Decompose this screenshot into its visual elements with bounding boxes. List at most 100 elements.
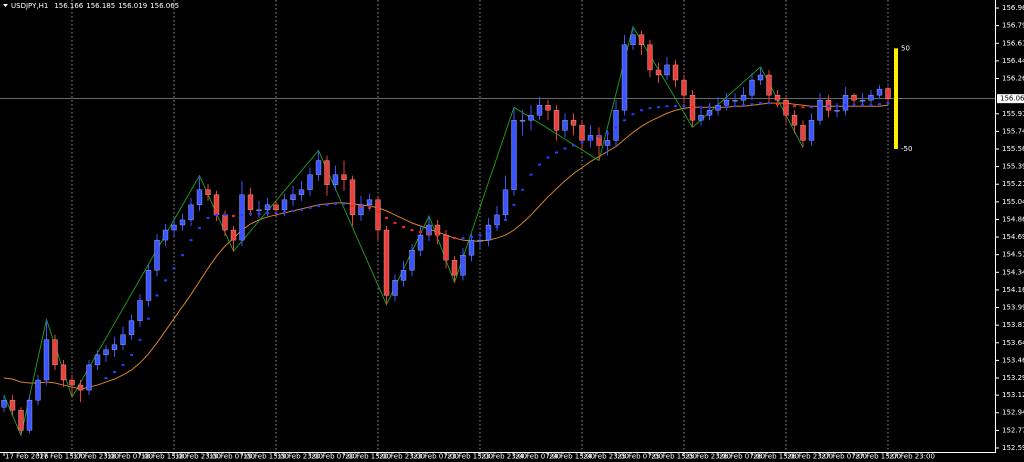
y-tick-label: 156.790 (1002, 22, 1024, 30)
candle-body (375, 199, 381, 231)
candle-body (885, 88, 891, 99)
candle-body (222, 214, 228, 231)
candle-body (570, 120, 577, 126)
candle-body (434, 224, 441, 236)
chart-title: USDJPY,H1 (11, 2, 48, 10)
fast-ma-dot (852, 104, 856, 107)
x-tick-label: 24 Feb 15:00 (549, 453, 595, 461)
fast-ma-dot (470, 236, 473, 239)
fast-ma-dot (733, 105, 737, 108)
fast-ma-dot (232, 214, 235, 217)
y-tick-label: 156.615 (1002, 39, 1024, 47)
candle-body (43, 339, 50, 381)
candle-body (196, 189, 203, 206)
candle-body (859, 100, 866, 102)
candle-body (808, 120, 815, 141)
fast-ma-dot (665, 105, 669, 108)
current-price-tag (997, 94, 1024, 104)
fast-ma-dot (172, 267, 176, 270)
y-tick-label: 156.440 (1002, 57, 1024, 65)
candle-body (706, 110, 713, 116)
x-tick-label: 23 Feb 07:00 (413, 453, 459, 461)
fast-ma-dot (393, 221, 397, 224)
candle-body (315, 160, 322, 175)
fast-ma-dot (563, 147, 567, 150)
fast-ma-dot (419, 231, 422, 234)
fast-ma-dot (317, 204, 320, 207)
candle-body (417, 234, 424, 251)
fast-ma-dot (104, 377, 108, 380)
candle-body (630, 34, 636, 45)
candle-body (77, 384, 84, 391)
candle-body (26, 400, 33, 431)
y-tick-label: 155.215 (1002, 180, 1024, 188)
pip-range-label: 50 (901, 44, 910, 52)
candle-body (825, 100, 832, 111)
candle-body (851, 94, 857, 101)
candle-body (366, 199, 373, 206)
candle-body (69, 379, 75, 386)
title-ohlc-value: 156.065 (150, 2, 179, 10)
fast-ma-dot (308, 206, 312, 209)
y-tick-label: 155.040 (1002, 198, 1024, 206)
menu-triangle[interactable] (3, 4, 8, 7)
fast-ma-dot (818, 105, 822, 108)
y-tick-label: 155.740 (1002, 127, 1024, 135)
y-tick-label: 154.865 (1002, 215, 1024, 223)
candle-body (868, 94, 874, 101)
x-tick-label: 25 Feb 15:00 (651, 453, 697, 461)
candle-body (519, 120, 526, 122)
x-tick-label: 23 Feb 23:00 (481, 453, 527, 461)
fast-ma-dot (640, 109, 643, 112)
candle-body (647, 44, 653, 71)
fast-ma-dot (257, 212, 261, 215)
fast-ma-dot (215, 213, 218, 216)
candle-body (111, 344, 118, 350)
candle-body (621, 44, 628, 111)
y-tick-label: 154.165 (1002, 286, 1024, 294)
candle-body (681, 79, 687, 96)
fast-ma-dot (121, 363, 125, 366)
overlay-layer: 50 -50 (104, 44, 912, 380)
fast-ma-dot (810, 106, 813, 109)
candle-body (120, 334, 126, 345)
fast-ma-dot (402, 226, 405, 229)
candle-body (749, 79, 755, 96)
candle-body (834, 110, 840, 112)
title-ohlc-value: 156.019 (118, 2, 147, 10)
x-tick-label: 24 Feb 23:00 (583, 453, 629, 461)
candle-body (9, 400, 16, 411)
candle-body (179, 219, 186, 226)
candle-body (349, 179, 356, 216)
fast-ma-dot (495, 226, 499, 229)
x-tick-label: 26 Feb 23:00 (787, 453, 833, 461)
fast-ma-dot (648, 107, 652, 110)
x-tick-label: 27 Feb 15:00 (855, 453, 901, 461)
x-tick-label: 18 Feb 07:00 (107, 453, 153, 461)
fast-ma-dot (886, 102, 890, 105)
x-tick-label: 24 Feb 07:00 (515, 453, 561, 461)
candle-body (290, 194, 296, 200)
title-ohlc-value: 156.166 (54, 2, 83, 10)
candle-body (791, 115, 798, 126)
fast-ma-dot (342, 202, 346, 205)
y-tick-label: 153.815 (1002, 321, 1024, 329)
x-tick-label: 19 Feb 07:00 (209, 453, 255, 461)
fast-ma-dot (827, 105, 830, 108)
x-tick-label: 27 Feb 23:00 (889, 453, 935, 461)
candle-body (842, 94, 849, 111)
fast-ma-dot (291, 209, 295, 212)
y-tick-label: 156.965 (1002, 4, 1024, 12)
fast-ma-dot (555, 151, 558, 154)
candle-body (723, 100, 730, 106)
fast-ma-dot (631, 113, 635, 116)
fast-ma-dot (691, 106, 694, 109)
fast-ma-dot (436, 234, 439, 237)
candle-body (86, 364, 92, 391)
fast-ma-dot (657, 106, 660, 109)
candle-body (817, 100, 823, 121)
candle-body (307, 174, 313, 190)
fast-ma-dot (427, 233, 431, 236)
fast-ma-dot (614, 126, 618, 129)
